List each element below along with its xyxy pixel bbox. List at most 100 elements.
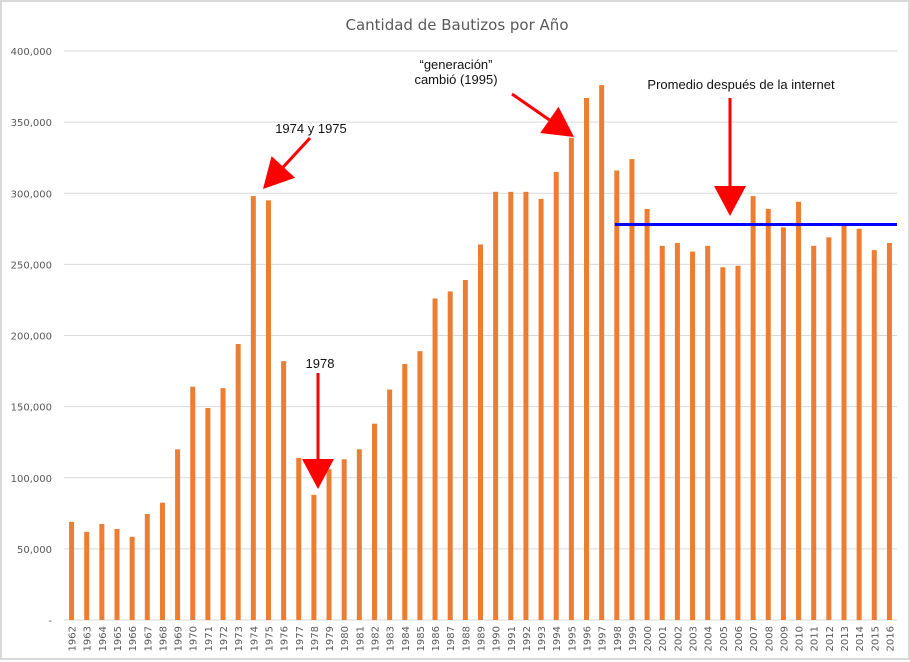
bar-2006 — [735, 265, 741, 620]
bar-1991 — [508, 191, 514, 620]
bar-2010 — [796, 201, 802, 620]
arrow-head — [302, 459, 334, 489]
x-tick-label: 1977 — [295, 626, 306, 651]
bar-1978 — [311, 494, 317, 620]
bar-2013 — [841, 224, 847, 621]
arrow-1995 — [511, 92, 574, 137]
bar-1971 — [205, 408, 211, 620]
x-tick-label: 2014 — [855, 626, 866, 651]
x-tick-label: 1966 — [128, 626, 139, 651]
bar-2004 — [705, 245, 711, 620]
chart-title: Cantidad de Bautizos por Año — [346, 16, 569, 34]
x-tick-label: 2003 — [689, 626, 700, 651]
bar-1996 — [584, 97, 590, 620]
x-tick-label: 2007 — [749, 626, 760, 651]
x-tick-label: 2005 — [719, 626, 730, 651]
x-tick-label: 1999 — [628, 626, 639, 651]
bar-1962 — [69, 521, 75, 620]
arrow-head — [714, 186, 746, 216]
bar-1969 — [175, 449, 181, 620]
x-tick-label: 1985 — [416, 626, 427, 651]
x-tick-label: 1989 — [477, 626, 488, 651]
x-tick-label: 2009 — [779, 626, 790, 651]
bar-2014 — [856, 228, 862, 620]
bar-1994 — [553, 171, 559, 620]
bar-1974 — [250, 196, 256, 620]
x-tick-label: 1984 — [401, 626, 412, 651]
arrow-average — [714, 98, 746, 216]
arrow-shaft — [511, 92, 551, 122]
arrow-shaft — [282, 136, 312, 168]
annotation-1995-line2: cambió (1995) — [414, 72, 497, 87]
bar-1992 — [523, 191, 529, 620]
bar-2016 — [886, 243, 892, 620]
bar-1963 — [84, 531, 90, 620]
x-tick-label: 2012 — [825, 626, 836, 651]
bar-1986 — [432, 298, 438, 620]
x-tick-label: 1962 — [68, 626, 79, 651]
bar-1984 — [402, 363, 408, 620]
y-tick-label: - — [48, 616, 52, 627]
bar-2002 — [674, 243, 680, 620]
x-tick-label: 2010 — [795, 626, 806, 651]
x-tick-label: 1979 — [325, 626, 336, 651]
bar-1990 — [493, 191, 499, 620]
bar-1981 — [356, 449, 362, 620]
x-tick-label: 1993 — [537, 626, 548, 651]
arrow-1978 — [302, 373, 334, 489]
x-tick-label: 1986 — [431, 626, 442, 651]
x-tick-label: 2006 — [734, 626, 745, 651]
bar-1983 — [387, 389, 393, 620]
bar-2008 — [765, 208, 771, 620]
x-tick-label: 1997 — [598, 626, 609, 651]
bar-1987 — [447, 291, 453, 620]
x-tick-label: 1991 — [507, 626, 518, 651]
x-tick-label: 1994 — [552, 626, 563, 651]
arrow-head — [540, 106, 574, 137]
annotation-1995-line1: “generación” — [420, 57, 493, 72]
x-tick-label: 2011 — [810, 626, 821, 651]
x-tick-label: 2004 — [704, 626, 715, 651]
x-tick-label: 2013 — [840, 626, 851, 651]
x-tick-label: 1969 — [174, 626, 185, 651]
x-tick-label: 1988 — [461, 626, 472, 651]
bar-2012 — [826, 237, 832, 620]
bar-1985 — [417, 351, 423, 620]
y-tick-label: 200,000 — [11, 332, 52, 343]
y-tick-label: 400,000 — [11, 47, 52, 58]
x-tick-label: 1967 — [143, 626, 154, 651]
x-tick-label: 1992 — [522, 626, 533, 651]
bar-1999 — [629, 159, 635, 621]
x-tick-label: 1987 — [446, 626, 457, 651]
x-tick-label: 1981 — [355, 626, 366, 651]
bar-2015 — [871, 250, 877, 620]
bar-2001 — [659, 245, 665, 620]
x-tick-label: 1968 — [158, 626, 169, 651]
y-tick-label: 250,000 — [11, 260, 52, 271]
y-tick-label: 50,000 — [17, 545, 52, 556]
bar-1975 — [265, 200, 271, 621]
y-tick-label: 300,000 — [11, 189, 52, 200]
x-tick-label: 1971 — [204, 626, 215, 651]
x-tick-label: 1970 — [189, 626, 200, 651]
x-tick-label: 1980 — [340, 626, 351, 651]
y-axis: - 50,000 100,000 150,000 200,000 250,000 300,0… — [11, 47, 53, 627]
x-tick-label: 1976 — [280, 626, 291, 651]
bar-1973 — [235, 344, 241, 620]
bar-1964 — [99, 523, 105, 620]
x-tick-label: 1996 — [583, 626, 594, 651]
x-tick-label: 2016 — [885, 626, 896, 651]
bar-1979 — [326, 469, 332, 620]
arrow-head — [263, 156, 296, 189]
bar-1998 — [614, 170, 620, 621]
x-tick-label: 2001 — [658, 626, 669, 651]
y-tick-label: 100,000 — [11, 474, 52, 485]
y-tick-label: 150,000 — [11, 403, 52, 414]
annotations: 1974 y 1975 1978 “generación”cambió (1995)… — [263, 57, 835, 489]
bar-1995 — [568, 137, 574, 620]
x-tick-label: 1974 — [249, 626, 260, 651]
x-tick-label: 1964 — [98, 626, 109, 651]
bar-2005 — [720, 267, 726, 620]
x-tick-label: 1990 — [492, 626, 503, 651]
